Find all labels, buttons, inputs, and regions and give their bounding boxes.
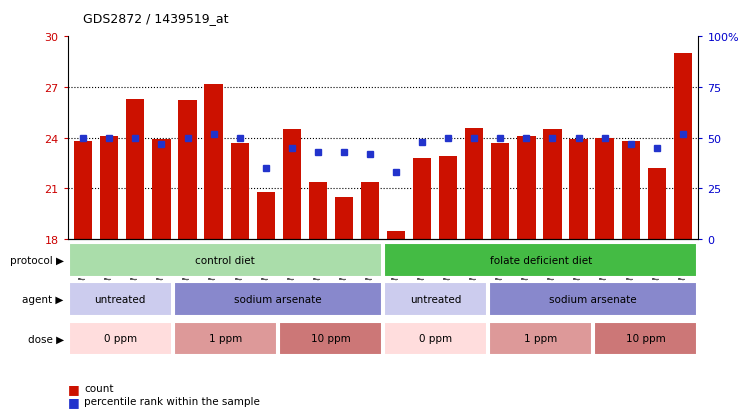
Bar [543, 130, 562, 240]
Bar [413, 159, 431, 240]
Bar [335, 197, 353, 240]
Bar [517, 137, 535, 240]
Text: 0 ppm: 0 ppm [104, 334, 137, 344]
Text: sodium arsenate: sodium arsenate [550, 294, 637, 304]
Bar [126, 100, 144, 240]
Text: agent ▶: agent ▶ [23, 294, 64, 304]
Bar [569, 140, 587, 240]
FancyBboxPatch shape [279, 322, 382, 355]
FancyBboxPatch shape [489, 283, 698, 316]
Bar [387, 231, 406, 240]
Bar [282, 130, 301, 240]
Text: 1 ppm: 1 ppm [209, 334, 242, 344]
Text: 0 ppm: 0 ppm [419, 334, 452, 344]
Bar [100, 137, 119, 240]
Bar [439, 157, 457, 240]
Bar [647, 169, 666, 240]
FancyBboxPatch shape [384, 283, 487, 316]
Bar [674, 54, 692, 240]
Text: sodium arsenate: sodium arsenate [234, 294, 321, 304]
FancyBboxPatch shape [594, 322, 698, 355]
Text: ■: ■ [68, 395, 80, 408]
Bar [309, 182, 327, 240]
Text: protocol ▶: protocol ▶ [10, 255, 64, 265]
FancyBboxPatch shape [68, 322, 172, 355]
Bar [491, 143, 509, 240]
Bar [231, 143, 249, 240]
Bar [465, 128, 484, 240]
Text: 10 ppm: 10 ppm [626, 334, 665, 344]
FancyBboxPatch shape [384, 322, 487, 355]
FancyBboxPatch shape [68, 244, 382, 277]
Bar [257, 192, 275, 240]
Text: untreated: untreated [95, 294, 146, 304]
FancyBboxPatch shape [173, 283, 382, 316]
Text: 1 ppm: 1 ppm [524, 334, 557, 344]
Text: percentile rank within the sample: percentile rank within the sample [84, 396, 260, 406]
Text: folate deficient diet: folate deficient diet [490, 255, 592, 265]
FancyBboxPatch shape [173, 322, 277, 355]
Text: count: count [84, 383, 113, 393]
Bar [74, 142, 92, 240]
Bar [622, 142, 640, 240]
Text: 10 ppm: 10 ppm [311, 334, 350, 344]
Bar [360, 182, 379, 240]
Text: untreated: untreated [410, 294, 461, 304]
Text: dose ▶: dose ▶ [28, 334, 64, 344]
Bar [152, 140, 170, 240]
Bar [596, 138, 614, 240]
Text: control diet: control diet [195, 255, 255, 265]
FancyBboxPatch shape [489, 322, 593, 355]
FancyBboxPatch shape [384, 244, 698, 277]
Bar [204, 84, 223, 240]
Bar [179, 101, 197, 240]
Text: ■: ■ [68, 382, 80, 395]
Text: GDS2872 / 1439519_at: GDS2872 / 1439519_at [83, 12, 228, 25]
FancyBboxPatch shape [68, 283, 172, 316]
